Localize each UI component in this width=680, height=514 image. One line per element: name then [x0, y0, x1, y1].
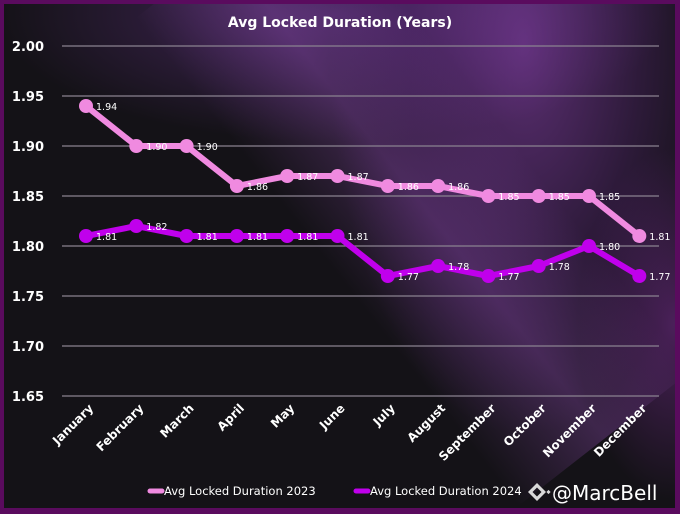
data-point[interactable] — [531, 189, 546, 203]
data-point[interactable] — [582, 239, 596, 253]
data-label: 1.86 — [448, 182, 469, 193]
data-point[interactable] — [79, 99, 93, 113]
series-2024: 1.81 1.82 1.81 1.81 1.81 1.81 1.77 1.78 1.77 1.78… — [79, 219, 670, 283]
data-point[interactable] — [330, 169, 345, 183]
data-point[interactable] — [129, 139, 144, 153]
data-point[interactable] — [79, 229, 93, 243]
y-tick-label: 1.85 — [12, 190, 44, 205]
watermark: @MarcBell — [528, 481, 657, 505]
data-label: 1.77 — [398, 272, 419, 283]
data-label: 1.77 — [649, 272, 670, 283]
data-label: 1.81 — [197, 232, 218, 243]
binance-diamond-icon — [528, 483, 551, 501]
data-label: 1.94 — [96, 102, 117, 113]
grid-lines — [62, 45, 659, 397]
data-label: 1.87 — [297, 172, 318, 183]
data-point[interactable] — [632, 229, 647, 243]
x-tick-label: April — [214, 401, 247, 434]
data-point[interactable] — [582, 189, 596, 203]
y-axis: 1.65 1.70 1.75 1.80 1.85 1.90 1.95 2.00 — [12, 40, 44, 405]
legend-item[interactable]: Avg Locked Duration 2024 — [353, 484, 522, 498]
y-tick-label: 1.95 — [12, 90, 44, 105]
data-label: 1.85 — [498, 192, 519, 203]
x-tick-label: May — [268, 401, 297, 430]
y-tick-label: 1.75 — [12, 290, 44, 305]
data-label: 1.77 — [498, 272, 519, 283]
watermark-handle: @MarcBell — [552, 481, 657, 505]
data-label: 1.81 — [96, 232, 117, 243]
data-point[interactable] — [229, 179, 244, 193]
data-point[interactable] — [179, 229, 194, 243]
series-group: 1.94 1.90 1.90 1.86 1.87 1.87 1.86 1.86 1.85 1.85… — [79, 99, 670, 283]
y-tick-label: 1.80 — [12, 240, 44, 255]
data-label: 1.90 — [197, 142, 218, 153]
x-tick-label: February — [94, 401, 147, 454]
data-point[interactable] — [380, 269, 395, 283]
x-tick-label: March — [157, 401, 196, 440]
line-chart: Avg Locked Duration (Years) 1.65 1.70 1.75… — [12, 15, 671, 505]
data-point[interactable] — [280, 169, 295, 183]
x-tick-label: January — [49, 401, 96, 448]
x-tick-label: July — [370, 401, 398, 429]
data-label: 1.85 — [599, 192, 620, 203]
y-tick-label: 1.65 — [12, 390, 44, 405]
x-tick-label: June — [316, 401, 348, 433]
data-point[interactable] — [431, 259, 446, 273]
data-label: 1.86 — [247, 182, 268, 193]
data-label: 1.81 — [247, 232, 268, 243]
data-label: 1.87 — [348, 172, 369, 183]
data-point[interactable] — [229, 229, 244, 243]
y-tick-label: 2.00 — [12, 40, 44, 55]
data-point[interactable] — [531, 259, 546, 273]
legend-item[interactable]: Avg Locked Duration 2023 — [147, 484, 316, 498]
data-point[interactable] — [179, 139, 194, 153]
legend: Avg Locked Duration 2023 Avg Locked Durat… — [147, 484, 522, 498]
data-label: 1.90 — [146, 142, 167, 153]
legend-label: Avg Locked Duration 2023 — [164, 484, 316, 498]
chart-frame: Avg Locked Duration (Years) 1.65 1.70 1.75… — [4, 4, 675, 508]
data-point[interactable] — [481, 269, 496, 283]
data-point[interactable] — [481, 189, 496, 203]
x-tick-label: November — [540, 401, 599, 460]
series-line — [85, 223, 641, 279]
y-tick-label: 1.70 — [12, 340, 44, 355]
data-label: 1.81 — [297, 232, 318, 243]
data-point[interactable] — [280, 229, 295, 243]
x-tick-label: December — [591, 401, 649, 459]
x-tick-label: August — [404, 401, 448, 445]
data-point[interactable] — [129, 219, 144, 233]
data-point[interactable] — [380, 179, 395, 193]
data-label: 1.81 — [649, 232, 670, 243]
series-line — [84, 103, 642, 239]
data-label: 1.78 — [448, 262, 469, 273]
data-label: 1.80 — [599, 242, 620, 253]
data-label: 1.78 — [549, 262, 570, 273]
data-point[interactable] — [330, 229, 345, 243]
data-point[interactable] — [431, 179, 446, 193]
legend-label: Avg Locked Duration 2024 — [370, 484, 522, 498]
series-2023: 1.94 1.90 1.90 1.86 1.87 1.87 1.86 1.86 1.85 1.85… — [79, 99, 670, 243]
data-label: 1.81 — [348, 232, 369, 243]
y-tick-label: 1.90 — [12, 140, 44, 155]
chart-title: Avg Locked Duration (Years) — [228, 15, 452, 31]
data-label: 1.85 — [549, 192, 570, 203]
data-point[interactable] — [632, 269, 647, 283]
x-tick-label: October — [501, 401, 549, 449]
data-label: 1.86 — [398, 182, 419, 193]
data-label: 1.82 — [146, 222, 167, 233]
